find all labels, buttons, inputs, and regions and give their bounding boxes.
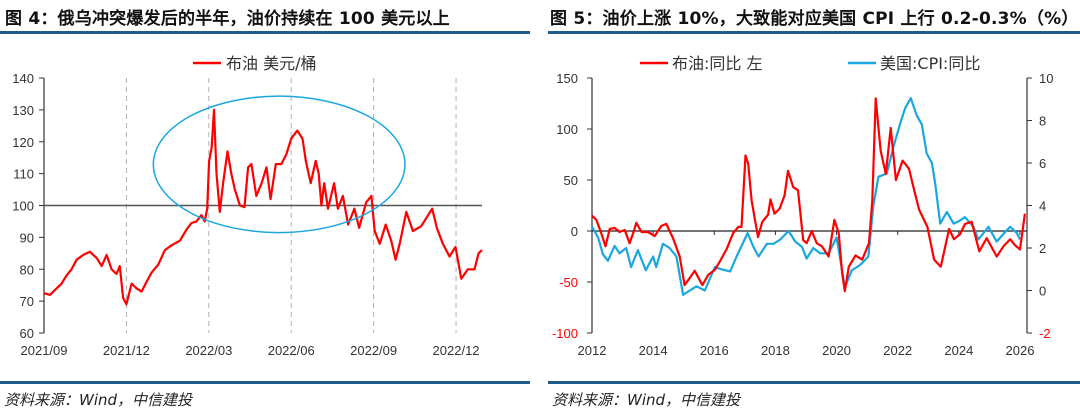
legend-label-brent-yoy: 布油:同比 左 — [672, 54, 762, 73]
y-tick-label: 120 — [12, 135, 34, 150]
x-tick-label: 2022/09 — [350, 343, 397, 358]
y-tick-label: 60 — [20, 326, 34, 341]
title-rule-right — [548, 31, 1080, 34]
x-tick-label: 2022 — [883, 343, 912, 358]
y-tick-label: 110 — [13, 167, 34, 182]
figure-5-title: 图 5：油价上涨 10%，大致能对应美国 CPI 上行 0.2-0.3%（%） — [550, 9, 1079, 29]
source-rule-right — [548, 381, 1080, 384]
title-rule-left — [0, 31, 530, 34]
y-tick-label: 90 — [20, 230, 34, 245]
right-y-tick-label: 4 — [1039, 199, 1046, 214]
left-y-tick-label: 150 — [556, 71, 578, 86]
highlight-ellipse — [152, 95, 406, 234]
right-y-tick-label: 6 — [1039, 156, 1046, 171]
figure-5-source: 资料来源：Wind，中信建投 — [552, 391, 741, 409]
right-y-tick-label: 10 — [1039, 71, 1053, 86]
brent-yoy-line — [591, 97, 1026, 293]
us-cpi-yoy-line — [591, 97, 1021, 296]
figure-4-source: 资料来源：Wind，中信建投 — [4, 391, 193, 409]
x-tick-label: 2016 — [700, 343, 729, 358]
x-tick-label: 2012 — [578, 343, 607, 358]
left-y-tick-label: 0 — [571, 224, 578, 239]
figure-4-title: 图 4：俄乌冲突爆发后的半年，油价持续在 100 美元以上 — [5, 9, 450, 29]
legend-label-us-cpi: 美国:CPI:同比 — [880, 54, 980, 73]
x-tick-label: 2021/12 — [103, 343, 150, 358]
x-tick-label: 2018 — [761, 343, 790, 358]
left-y-tick-label: -100 — [552, 326, 578, 341]
x-tick-label: 2021/09 — [21, 343, 68, 358]
left-y-tick-label: -50 — [559, 275, 578, 290]
y-tick-label: 130 — [12, 103, 34, 118]
source-rule-left — [0, 381, 530, 384]
left-y-tick-label: 100 — [556, 122, 578, 137]
right-y-tick-label: -2 — [1039, 326, 1051, 341]
y-tick-label: 70 — [20, 294, 34, 309]
y-tick-label: 100 — [12, 199, 34, 214]
right-y-tick-label: 0 — [1039, 284, 1046, 299]
y-tick-label: 140 — [12, 71, 34, 86]
brent-price-line — [43, 108, 483, 306]
right-y-tick-label: 2 — [1039, 241, 1046, 256]
x-tick-label: 2022/06 — [268, 343, 315, 358]
left-y-tick-label: 50 — [564, 173, 578, 188]
x-tick-label: 2022/12 — [433, 343, 480, 358]
x-tick-label: 2024 — [944, 343, 973, 358]
x-tick-label: 2022/03 — [185, 343, 232, 358]
y-tick-label: 80 — [20, 262, 34, 277]
x-tick-label: 2020 — [822, 343, 851, 358]
legend-label-brent: 布油 美元/桶 — [226, 54, 316, 73]
x-tick-label: 2026 — [1006, 343, 1035, 358]
x-tick-label: 2014 — [639, 343, 668, 358]
right-y-tick-label: 8 — [1039, 114, 1046, 129]
